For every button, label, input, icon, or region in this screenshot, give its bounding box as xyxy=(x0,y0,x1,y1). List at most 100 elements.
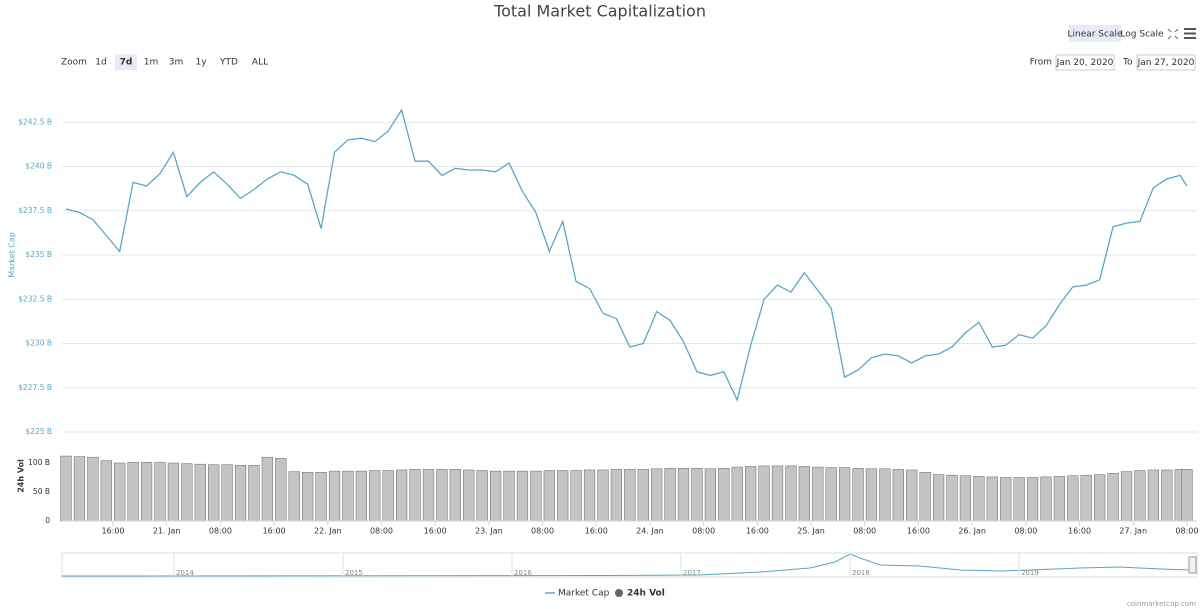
x-tick-label: 08:00 xyxy=(370,527,393,536)
volume-bar xyxy=(100,460,112,522)
y-axis-title: Market Cap xyxy=(8,232,17,278)
scale-button-bg xyxy=(1069,25,1121,42)
volume-bar xyxy=(1053,476,1066,522)
volume-bar xyxy=(852,467,864,522)
volume-bar xyxy=(463,469,475,522)
volume-bar xyxy=(1107,473,1119,522)
volume-bar xyxy=(369,470,381,522)
volume-bar xyxy=(1147,469,1159,522)
volume-bar xyxy=(812,466,824,522)
volume-bar xyxy=(73,456,86,522)
zoom-button[interactable]: ALL xyxy=(252,58,268,68)
navigator-line xyxy=(61,553,1191,577)
from-input[interactable] xyxy=(1055,54,1115,71)
y-tick-label: 100 B xyxy=(28,458,50,467)
volume-bar xyxy=(275,458,287,522)
volume-bar xyxy=(516,470,529,522)
volume-bar xyxy=(422,469,435,522)
navigator xyxy=(61,552,1198,578)
y-tick-label: $242.5 B xyxy=(18,117,52,126)
volume-bar xyxy=(396,469,408,522)
volume-bar xyxy=(651,468,663,522)
volume-bar xyxy=(489,470,502,522)
volume-bar xyxy=(758,465,770,522)
x-tick-label: 23. Jan xyxy=(475,527,503,536)
volume-bar xyxy=(597,469,609,522)
x-tick-label: 22. Jan xyxy=(314,527,342,536)
zoom-button-bg xyxy=(115,54,137,70)
volume-bar xyxy=(315,472,327,522)
volume-bar xyxy=(677,467,690,522)
volume-bar xyxy=(731,466,743,522)
navigator-frame xyxy=(61,552,1198,578)
volume-bar xyxy=(194,463,206,522)
volume-bar xyxy=(664,467,676,522)
volume-bar xyxy=(127,462,139,522)
volume-bar xyxy=(932,474,945,522)
volume-bar xyxy=(1094,474,1106,522)
volume-bar xyxy=(919,472,931,522)
zoom-button[interactable]: 3m xyxy=(169,58,184,68)
zoom-button[interactable]: 7d xyxy=(120,58,133,68)
volume-bar xyxy=(543,470,555,522)
volume-bar xyxy=(1161,469,1173,522)
menu-icon[interactable] xyxy=(1184,28,1196,39)
y-tick-label: $225 B xyxy=(25,427,52,436)
to-label: To xyxy=(1122,58,1133,68)
legend-label[interactable]: Market Cap xyxy=(558,589,610,599)
zoom-label: Zoom xyxy=(61,58,87,68)
from-value: Jan 20, 2020 xyxy=(1056,58,1114,68)
y-tick-label: $227.5 B xyxy=(18,383,52,392)
navigator-label: 2017 xyxy=(683,569,701,577)
volume-bar xyxy=(221,464,233,522)
to-input[interactable] xyxy=(1136,54,1196,71)
chart-title: Total Market Capitalization xyxy=(493,2,706,21)
volume-bar xyxy=(879,468,891,522)
volume-bar xyxy=(167,462,180,522)
volume-bar xyxy=(503,470,515,522)
fullscreen-icon[interactable] xyxy=(1167,28,1179,40)
zoom-button[interactable]: YTD xyxy=(219,58,238,68)
navigator-label: 2015 xyxy=(345,569,363,577)
from-label: From xyxy=(1030,58,1052,68)
volume-bar xyxy=(248,465,260,522)
volume-bar xyxy=(261,456,274,522)
x-tick-label: 27. Jan xyxy=(1119,527,1147,536)
x-tick-label: 08:00 xyxy=(531,527,554,536)
x-tick-label: 08:00 xyxy=(692,527,715,536)
volume-bar xyxy=(557,470,569,522)
x-tick-label: 16:00 xyxy=(263,527,286,536)
x-tick-label: 26. Jan xyxy=(958,527,986,536)
volume-bar xyxy=(892,469,904,522)
linear-scale-button[interactable]: Linear Scale xyxy=(1067,30,1123,40)
volume-bar xyxy=(798,466,810,522)
x-tick-label: 16:00 xyxy=(1068,527,1091,536)
zoom-button[interactable]: 1d xyxy=(95,58,106,68)
navigator-label: 2016 xyxy=(514,569,532,577)
x-tick-label: 16:00 xyxy=(907,527,930,536)
volume-bar xyxy=(342,470,354,522)
volume-bar xyxy=(302,472,314,522)
volume-bar xyxy=(530,470,542,522)
y-tick-label: $240 B xyxy=(25,162,52,171)
navigator-handle[interactable] xyxy=(1188,556,1197,574)
y-tick-label: 50 B xyxy=(33,487,50,496)
y-tick-label: $232.5 B xyxy=(18,294,52,303)
volume-bar xyxy=(1026,477,1039,522)
x-tick-label: 16:00 xyxy=(585,527,608,536)
volume-bar xyxy=(382,470,394,522)
volume-bar xyxy=(691,467,703,522)
volume-bar xyxy=(718,467,730,522)
volume-bar xyxy=(234,465,247,522)
x-tick-label: 21. Jan xyxy=(153,527,181,536)
volume-bar xyxy=(973,476,985,522)
volume-bar xyxy=(1134,470,1146,522)
zoom-button[interactable]: 1y xyxy=(195,58,207,68)
zoom-button[interactable]: 1m xyxy=(144,58,159,68)
log-scale-button[interactable]: Log Scale xyxy=(1120,30,1164,40)
volume-bar xyxy=(704,468,716,522)
legend-label[interactable]: 24h Vol xyxy=(627,589,665,599)
volume-bar xyxy=(865,468,878,522)
x-tick-label: 08:00 xyxy=(853,527,876,536)
